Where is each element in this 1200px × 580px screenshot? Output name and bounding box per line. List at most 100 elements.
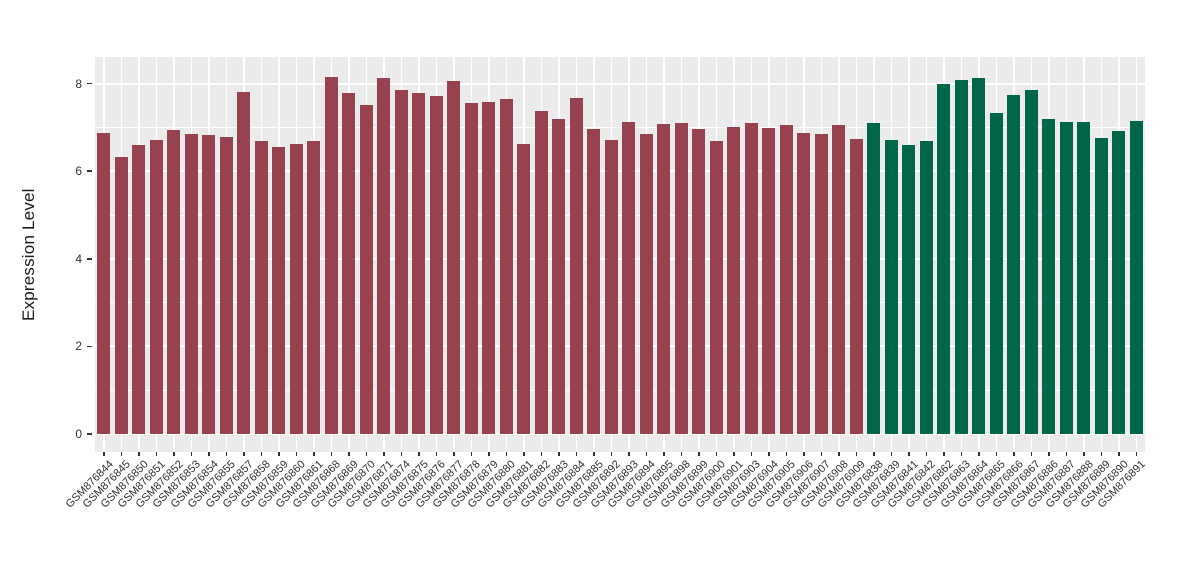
x-tick-mark [540,452,542,456]
x-tick-mark [208,452,210,456]
y-tick-label-6: 6 [75,164,82,179]
x-tick-mark [453,452,455,456]
x-tick-mark [418,452,420,456]
y-tick-mark-0 [87,433,92,435]
bar-GSM876855 [219,137,233,434]
bar-GSM876862 [937,84,951,434]
x-tick-mark [803,452,805,456]
gridline-major-y2 [95,345,1145,348]
x-tick-mark [645,452,647,456]
x-tick-mark [225,452,227,456]
bar-GSM876876 [429,96,443,434]
x-tick-mark [733,452,735,456]
x-tick-mark [558,452,560,456]
bar-GSM876850 [132,145,146,434]
x-tick-mark [383,452,385,456]
x-tick-mark [628,452,630,456]
bar-GSM876903 [744,123,758,434]
x-tick-mark [155,452,157,456]
y-tick-mark-2 [87,345,92,348]
bar-GSM876839 [884,140,898,434]
x-tick-mark [1135,452,1137,456]
x-tick-mark [925,452,927,456]
x-tick-mark [523,452,525,456]
bar-GSM876851 [149,140,163,434]
bar-GSM876844 [97,132,111,434]
gridline-major-y0 [95,433,1145,435]
x-tick-mark [365,452,367,456]
bar-GSM876881 [517,143,531,434]
bar-GSM876889 [1094,137,1108,434]
bar-GSM876870 [359,104,373,434]
bar-GSM876890 [1112,130,1126,434]
gridline-minor-y1 [95,389,1145,391]
x-tick-mark [610,452,612,456]
bar-GSM876893 [622,122,636,434]
bar-GSM876877 [447,80,461,434]
x-tick-mark [330,452,332,456]
bar-GSM876866 [1007,95,1021,434]
x-tick-mark [173,452,175,456]
x-tick-mark [1083,452,1085,456]
y-tick-label-8: 8 [75,76,82,91]
gridline-minor-y7 [95,126,1145,128]
bar-GSM876865 [989,113,1003,434]
x-tick-mark [260,452,262,456]
x-tick-mark [908,452,910,456]
x-tick-mark [890,452,892,456]
bar-GSM876861 [307,140,321,434]
bar-GSM876887 [1059,121,1073,434]
x-tick-mark [768,452,770,456]
x-tick-mark [313,452,315,456]
y-tick-label-4: 4 [75,251,82,266]
bar-GSM876888 [1077,122,1091,434]
x-tick-mark [680,452,682,456]
bar-GSM876907 [814,133,828,434]
bar-GSM876901 [727,126,741,434]
bar-GSM876904 [762,128,776,434]
x-tick-mark [295,452,297,456]
bar-GSM876879 [482,102,496,434]
bar-GSM876878 [464,102,478,434]
x-tick-mark [855,452,857,456]
x-tick-mark [400,452,402,456]
gridline-minor-y3 [95,302,1145,304]
bar-GSM876871 [377,77,391,434]
bar-GSM876867 [1024,89,1038,434]
gridline-minor-y5 [95,214,1145,216]
x-tick-mark [243,452,245,456]
x-tick-mark [750,452,752,456]
x-tick-mark [505,452,507,456]
bar-GSM876900 [709,141,723,434]
x-tick-mark [1100,452,1102,456]
bar-GSM876892 [604,140,618,434]
bar-GSM876883 [552,119,566,434]
x-tick-mark [488,452,490,456]
x-tick-mark [1013,452,1015,456]
gridline-major-y8 [95,82,1145,85]
x-tick-mark [960,452,962,456]
bar-GSM876858 [254,140,268,434]
x-tick-mark [190,452,192,456]
bar-GSM876891 [1129,120,1143,434]
x-tick-mark [575,452,577,456]
bar-GSM876905 [779,124,793,434]
bar-GSM876857 [237,92,251,434]
gridline-major-y6 [95,170,1145,173]
bar-GSM876853 [184,133,198,434]
x-tick-mark [138,452,140,456]
bar-GSM876895 [657,124,671,434]
x-tick-mark [838,452,840,456]
bar-GSM876885 [587,128,601,434]
x-tick-mark [663,452,665,456]
x-tick-mark [470,452,472,456]
y-tick-mark-8 [87,82,92,85]
bar-GSM876886 [1042,119,1056,434]
bar-GSM876894 [639,133,653,434]
x-tick-mark [103,452,105,456]
bar-GSM876884 [569,98,583,434]
bar-GSM876838 [867,123,881,434]
bar-GSM876841 [902,144,916,434]
x-tick-mark [1118,452,1120,456]
bar-GSM876869 [342,92,356,434]
